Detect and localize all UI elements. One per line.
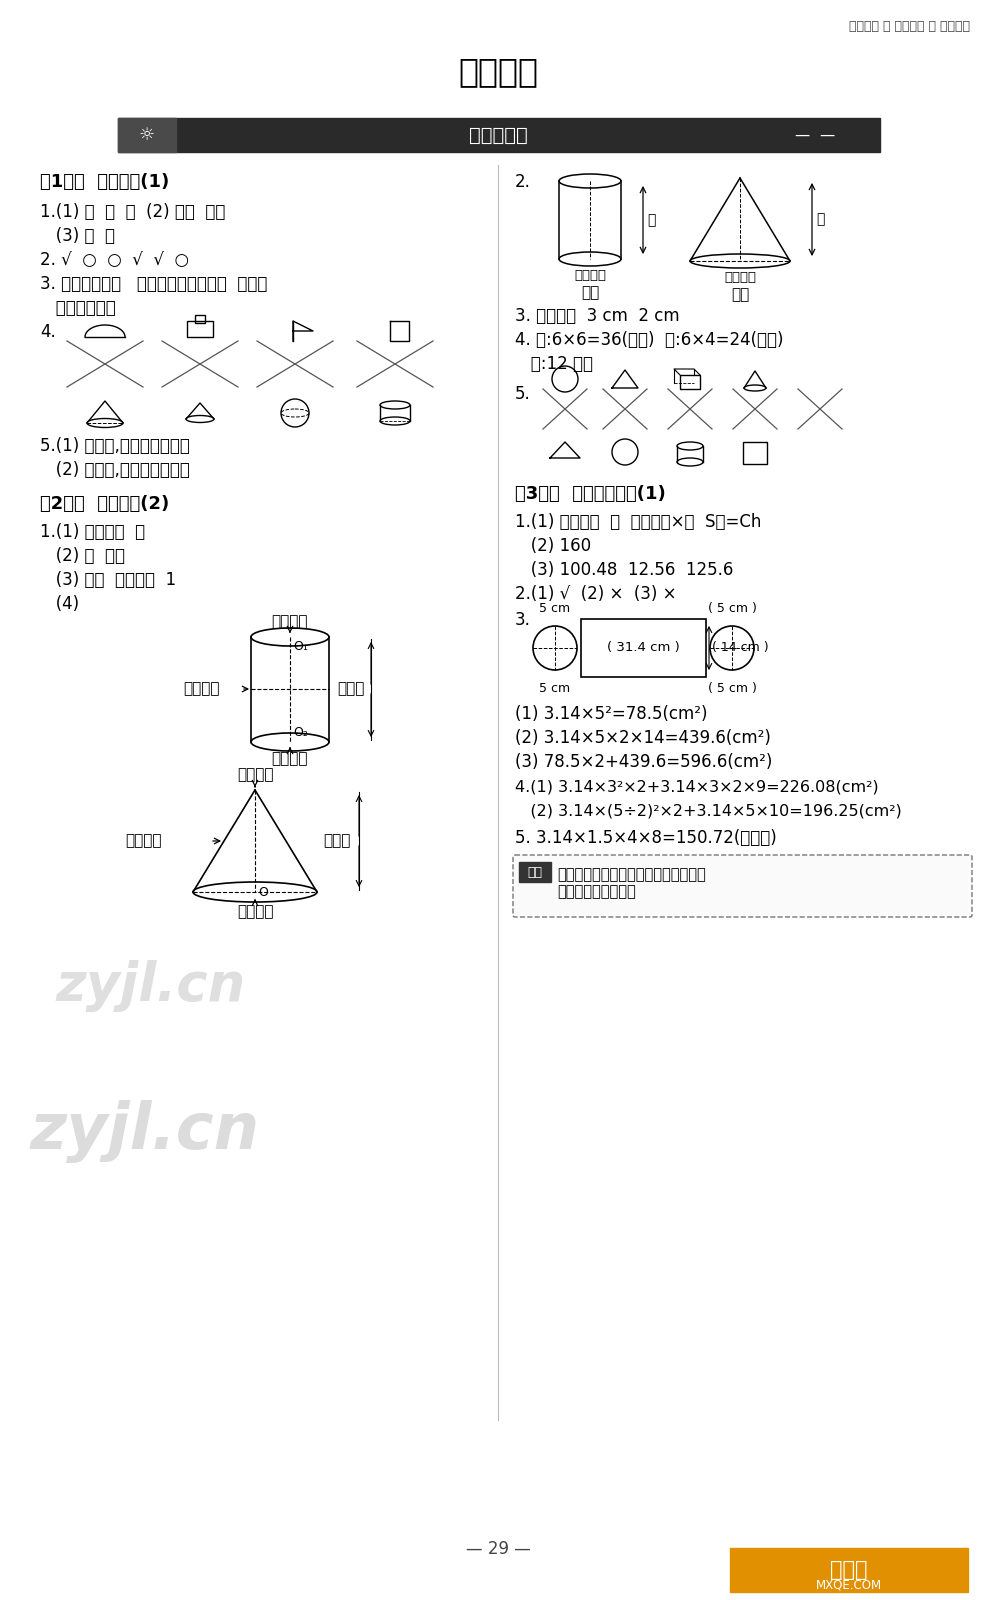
Text: 圆柱: 圆柱	[581, 285, 600, 301]
Text: 圆柱与圆锥: 圆柱与圆锥	[469, 125, 527, 144]
Text: 2.: 2.	[515, 173, 531, 190]
Bar	[743, 442, 767, 464]
Text: （侧面）: （侧面）	[125, 834, 161, 848]
FancyBboxPatch shape	[513, 854, 972, 917]
Text: 提示: 提示	[528, 866, 543, 878]
Text: 3. 都正确。  3 cm  2 cm: 3. 都正确。 3 cm 2 cm	[515, 307, 679, 325]
Text: (1) 3.14×5²=78.5(cm²): (1) 3.14×5²=78.5(cm²)	[515, 706, 707, 723]
Text: (2) 3.14×(5÷2)²×2+3.14×5×10=196.25(cm²): (2) 3.14×(5÷2)²×2+3.14×5×10=196.25(cm²)	[515, 803, 901, 818]
Text: 第2课时  面的旋转(2): 第2课时 面的旋转(2)	[40, 494, 169, 514]
Text: 1.(1) 线  面  体  (2) 圆柱  圆锥: 1.(1) 线 面 体 (2) 圆柱 圆锥	[40, 203, 225, 221]
Text: 求刷多大面积的油漆，需要计算的是圆
柱形石柱的侧面积。: 求刷多大面积的油漆，需要计算的是圆 柱形石柱的侧面积。	[557, 867, 706, 899]
Text: ( 5 cm ): ( 5 cm )	[707, 602, 756, 614]
Text: 底面直径: 底面直径	[724, 270, 756, 285]
Text: 1.(1) 大小相同  圆: 1.(1) 大小相同 圆	[40, 523, 145, 541]
Text: O: O	[258, 885, 268, 899]
Text: —  —: — —	[795, 128, 835, 142]
Bar	[118, 118, 176, 152]
Text: ☼: ☼	[138, 126, 155, 144]
Text: (3) 顶点  底面圆心  1: (3) 顶点 底面圆心 1	[40, 571, 176, 589]
Text: 5 cm: 5 cm	[540, 602, 571, 614]
Text: ( 31.4 cm ): ( 31.4 cm )	[607, 642, 679, 654]
Text: MXQE.COM: MXQE.COM	[816, 1578, 882, 1590]
Bar	[680, 374, 700, 389]
Bar	[730, 1549, 968, 1592]
Text: （高）: （高）	[323, 834, 351, 848]
Text: O₂: O₂	[293, 726, 308, 739]
Text: （底面）: （底面）	[272, 614, 308, 629]
Text: 高:12 厘米: 高:12 厘米	[515, 355, 593, 373]
Text: 答案圈: 答案圈	[831, 1560, 868, 1581]
Text: zyjl.cn: zyjl.cn	[55, 960, 245, 1013]
Text: （底面）: （底面）	[272, 750, 308, 766]
Text: 2. √  ○  ○  √  √  ○: 2. √ ○ ○ √ √ ○	[40, 251, 189, 269]
Bar	[195, 315, 205, 323]
Text: 1.(1) 底面周长  高  底面周长×高  S侧=Ch: 1.(1) 底面周长 高 底面周长×高 S侧=Ch	[515, 514, 761, 531]
Text: 5 cm: 5 cm	[540, 682, 571, 694]
Text: 长方体、圆柱: 长方体、圆柱	[40, 299, 116, 317]
Text: (4): (4)	[40, 595, 79, 613]
Text: (2) 3.14×5×2×14=439.6(cm²): (2) 3.14×5×2×14=439.6(cm²)	[515, 730, 771, 747]
Text: （顶点）: （顶点）	[237, 766, 273, 782]
Text: 3.: 3.	[515, 611, 531, 629]
Text: 5.: 5.	[515, 386, 531, 403]
Text: O₁: O₁	[293, 640, 308, 653]
Text: 5. 3.14×1.5×4×8=150.72(平方米): 5. 3.14×1.5×4×8=150.72(平方米)	[515, 829, 777, 846]
Text: 圆锥: 圆锥	[731, 286, 749, 302]
Text: 第3课时  圆柱的表面积(1): 第3课时 圆柱的表面积(1)	[515, 485, 665, 502]
Text: 高: 高	[816, 211, 825, 226]
Text: — 29 —: — 29 —	[465, 1539, 531, 1558]
Text: 5.(1) 形成线,说明点动成线。: 5.(1) 形成线,说明点动成线。	[40, 437, 190, 454]
Text: 第1课时  面的旋转(1): 第1课时 面的旋转(1)	[40, 173, 169, 190]
Text: (2) 160: (2) 160	[515, 538, 591, 555]
Text: 高: 高	[647, 213, 655, 227]
Text: (2) 高  无数: (2) 高 无数	[40, 547, 125, 565]
Text: (3) 100.48  12.56  125.6: (3) 100.48 12.56 125.6	[515, 562, 733, 579]
Text: ( 14 cm ): ( 14 cm )	[712, 642, 769, 654]
Text: 3. 圆锥、长方体   圆锥、圆柱、长方体  圆锥、: 3. 圆锥、长方体 圆锥、圆柱、长方体 圆锥、	[40, 275, 267, 293]
Text: 4.: 4.	[40, 323, 56, 341]
Text: (3) 78.5×2+439.6=596.6(cm²): (3) 78.5×2+439.6=596.6(cm²)	[515, 754, 772, 771]
Text: 4. 长:6×6=36(厘米)  宽:6×4=24(厘米): 4. 长:6×6=36(厘米) 宽:6×4=24(厘米)	[515, 331, 784, 349]
Text: 底面直径: 底面直径	[574, 269, 606, 282]
Text: (2) 形成面,说明线动成面。: (2) 形成面,说明线动成面。	[40, 461, 190, 478]
Bar	[581, 619, 706, 677]
Bar	[118, 118, 880, 152]
Text: 小学数学 丨 北师大版 丨 六年级下: 小学数学 丨 北师大版 丨 六年级下	[849, 19, 970, 34]
Text: (3) 圆  曲: (3) 圆 曲	[40, 227, 115, 245]
Text: 标准答案: 标准答案	[458, 54, 538, 88]
Bar	[187, 322, 213, 338]
Text: zyjl.cn: zyjl.cn	[30, 1101, 260, 1163]
Bar	[519, 862, 551, 882]
Text: ( 5 cm ): ( 5 cm )	[707, 682, 756, 694]
Text: （高）: （高）	[337, 682, 365, 696]
Text: 2.(1) √  (2) ×  (3) ×: 2.(1) √ (2) × (3) ×	[515, 586, 676, 603]
Text: （底面）: （底面）	[237, 904, 273, 918]
Text: 4.(1) 3.14×3²×2+3.14×3×2×9=226.08(cm²): 4.(1) 3.14×3²×2+3.14×3×2×9=226.08(cm²)	[515, 779, 878, 794]
Text: （侧面）: （侧面）	[183, 682, 219, 696]
